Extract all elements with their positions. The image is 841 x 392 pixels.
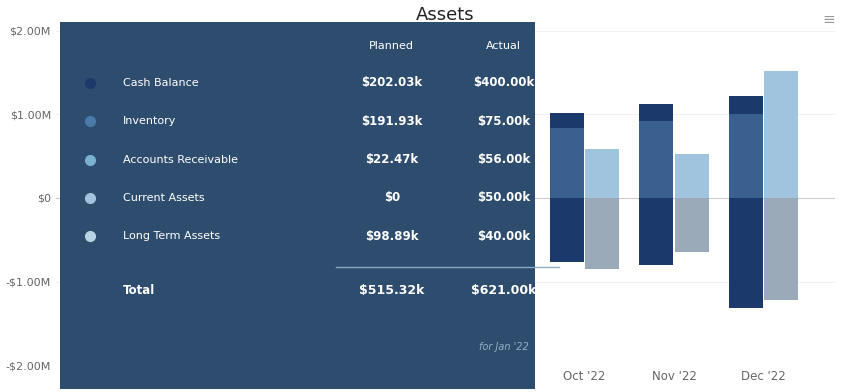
Text: $202.03k: $202.03k [362,76,422,89]
FancyBboxPatch shape [61,22,535,389]
Text: $0: $0 [383,191,400,205]
Bar [585,149,619,198]
Bar [729,114,763,198]
Text: $56.00k: $56.00k [477,153,531,166]
Bar [639,104,674,121]
Bar [639,198,674,265]
Text: $400.00k: $400.00k [473,76,535,89]
Bar [764,198,798,300]
Bar [406,129,440,198]
Bar [585,198,619,269]
Text: $50.00k: $50.00k [478,191,531,205]
Bar [550,198,584,261]
Bar [639,121,674,198]
Text: $515.32k: $515.32k [359,283,425,296]
Bar [371,117,405,131]
Bar [371,198,405,259]
Bar [764,71,798,198]
Bar [550,128,584,198]
Text: $621.00k: $621.00k [471,283,537,296]
Bar [674,198,709,252]
Text: $75.00k: $75.00k [478,114,531,127]
Bar [281,129,315,142]
Text: Accounts Receivable: Accounts Receivable [123,154,238,165]
Bar [495,91,530,198]
Bar [281,142,315,198]
Bar [406,198,440,258]
Bar [729,96,763,114]
Bar [729,198,763,309]
Bar [84,198,118,247]
Bar [281,198,315,255]
Text: Long Term Assets: Long Term Assets [123,231,220,241]
Bar [460,124,495,198]
Bar [316,198,351,250]
Text: $191.93k: $191.93k [361,114,422,127]
Text: $98.89k: $98.89k [365,230,419,243]
Bar [495,198,530,279]
Bar [84,154,118,162]
Text: $40.00k: $40.00k [478,230,531,243]
Bar [371,131,405,198]
Text: Current Assets: Current Assets [123,193,204,203]
Bar [460,198,495,267]
Bar [674,154,709,198]
Text: ≡: ≡ [822,12,835,27]
Text: Cash Balance: Cash Balance [123,78,198,87]
Text: Total: Total [123,283,156,296]
Bar [316,171,351,198]
Text: Planned: Planned [369,41,415,51]
Bar [460,108,495,124]
Text: Inventory: Inventory [123,116,177,126]
Text: for Jan '22: for Jan '22 [479,342,529,352]
Bar [550,113,584,128]
Text: $22.47k: $22.47k [365,153,419,166]
Bar [119,191,153,198]
Bar [84,162,118,198]
Title: Assets: Assets [416,5,475,24]
Text: Actual: Actual [486,41,521,51]
